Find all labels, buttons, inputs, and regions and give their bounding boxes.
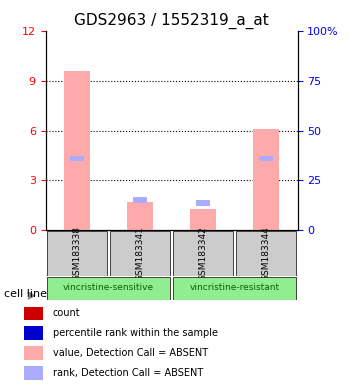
Bar xyxy=(24,346,43,360)
Bar xyxy=(253,129,279,230)
Text: GSM183342: GSM183342 xyxy=(198,226,208,281)
FancyBboxPatch shape xyxy=(47,277,170,300)
Text: vincristine-sensitive: vincristine-sensitive xyxy=(63,283,154,293)
Bar xyxy=(259,156,273,161)
Bar xyxy=(133,197,147,203)
FancyBboxPatch shape xyxy=(173,277,296,300)
Bar xyxy=(24,326,43,340)
FancyBboxPatch shape xyxy=(110,231,170,276)
Title: GDS2963 / 1552319_a_at: GDS2963 / 1552319_a_at xyxy=(74,13,269,29)
Bar xyxy=(127,202,153,230)
Bar xyxy=(64,71,90,230)
Text: GSM183344: GSM183344 xyxy=(261,226,271,281)
Text: count: count xyxy=(53,308,80,318)
Text: percentile rank within the sample: percentile rank within the sample xyxy=(53,328,218,338)
Bar xyxy=(190,209,216,230)
FancyBboxPatch shape xyxy=(47,231,107,276)
Bar xyxy=(196,200,210,206)
Bar xyxy=(24,366,43,380)
FancyBboxPatch shape xyxy=(173,231,233,276)
Text: GSM183338: GSM183338 xyxy=(72,226,82,281)
Bar xyxy=(24,306,43,320)
Text: cell line: cell line xyxy=(4,289,47,299)
Text: rank, Detection Call = ABSENT: rank, Detection Call = ABSENT xyxy=(53,368,203,378)
Text: GSM183341: GSM183341 xyxy=(135,226,145,281)
Text: vincristine-resistant: vincristine-resistant xyxy=(189,283,280,293)
FancyBboxPatch shape xyxy=(236,231,296,276)
Bar xyxy=(70,156,84,161)
Text: value, Detection Call = ABSENT: value, Detection Call = ABSENT xyxy=(53,348,208,358)
